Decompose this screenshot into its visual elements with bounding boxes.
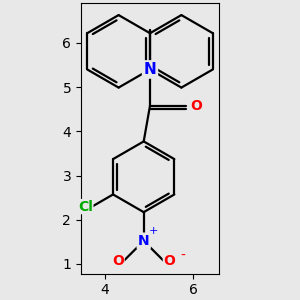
Text: O: O <box>112 254 124 268</box>
Text: N: N <box>144 62 156 77</box>
Text: O: O <box>190 99 202 113</box>
Text: +: + <box>149 226 158 236</box>
Text: -: - <box>180 249 185 263</box>
Text: Cl: Cl <box>78 200 93 214</box>
Text: O: O <box>164 254 175 268</box>
Text: N: N <box>138 234 149 248</box>
